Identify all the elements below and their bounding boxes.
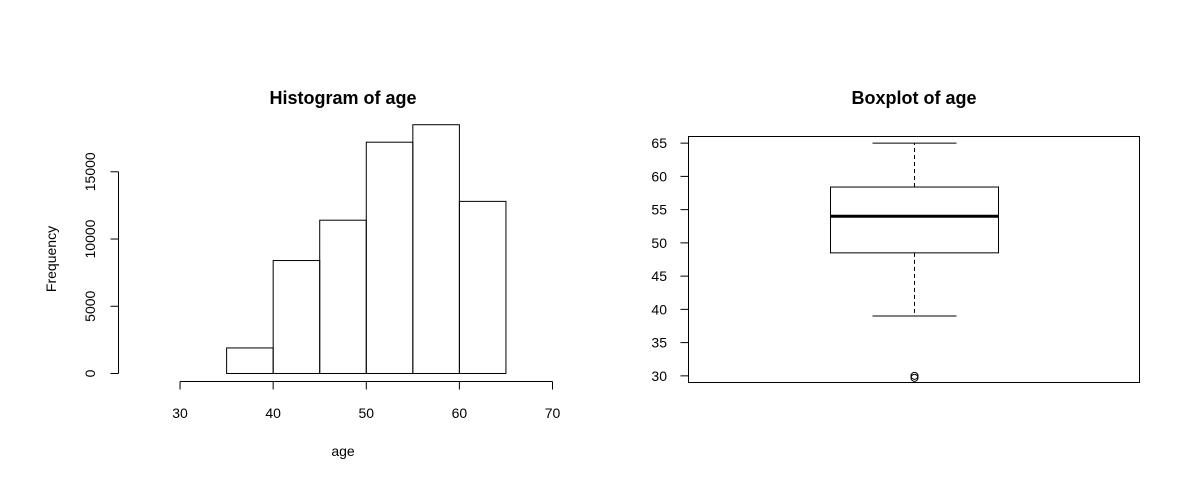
histogram-panel: Histogram of age 30 40 50 60 70 0 5000 10000 15… [43,88,560,459]
histogram-x-tick-label: 70 [545,405,561,421]
boxplot-panel: Boxplot of age 30 35 40 45 50 55 60 65 [651,88,1140,384]
histogram-bar [365,141,414,374]
boxplot-body [830,142,999,382]
histogram-x-axis: 30 40 50 60 70 [172,381,561,421]
boxplot-y-tick-label: 55 [651,202,667,218]
histogram-x-tick-label: 60 [452,405,468,421]
boxplot-y-tick-label: 40 [651,301,667,317]
histogram-y-axis: 0 5000 10000 15000 [82,152,119,377]
boxplot-y-axis: 30 35 40 45 50 55 60 65 [651,135,689,384]
histogram-y-tick-label: 15000 [82,152,98,191]
histogram-bar [272,260,321,375]
histogram-bars [226,124,507,375]
boxplot-y-tick-label: 50 [651,235,667,251]
histogram-y-tick-label: 10000 [82,219,98,258]
histogram-x-tick-label: 50 [358,405,374,421]
histogram-y-tick-label: 5000 [82,290,98,321]
boxplot-outlier [910,373,919,382]
histogram-y-tick-label: 0 [82,369,98,377]
boxplot-y-tick-label: 45 [651,268,667,284]
histogram-y-label: Frequency [43,226,59,292]
boxplot-y-tick-label: 35 [651,335,667,351]
boxplot-frame [688,136,1140,383]
boxplot-y-tick-label: 65 [651,135,667,151]
histogram-bar [319,219,367,374]
boxplot-y-tick-label: 60 [651,168,667,184]
histogram-bar [226,347,274,375]
boxplot-outlier [910,371,919,380]
boxplot-y-tick-label: 30 [651,368,667,384]
histogram-bar [412,124,460,375]
histogram-title: Histogram of age [269,88,416,108]
histogram-x-tick-label: 30 [172,405,188,421]
boxplot-title: Boxplot of age [852,88,977,108]
histogram-x-tick-label: 40 [265,405,281,421]
boxplot-box [830,186,999,254]
histogram-x-label: age [331,443,355,459]
histogram-bar [458,200,507,374]
